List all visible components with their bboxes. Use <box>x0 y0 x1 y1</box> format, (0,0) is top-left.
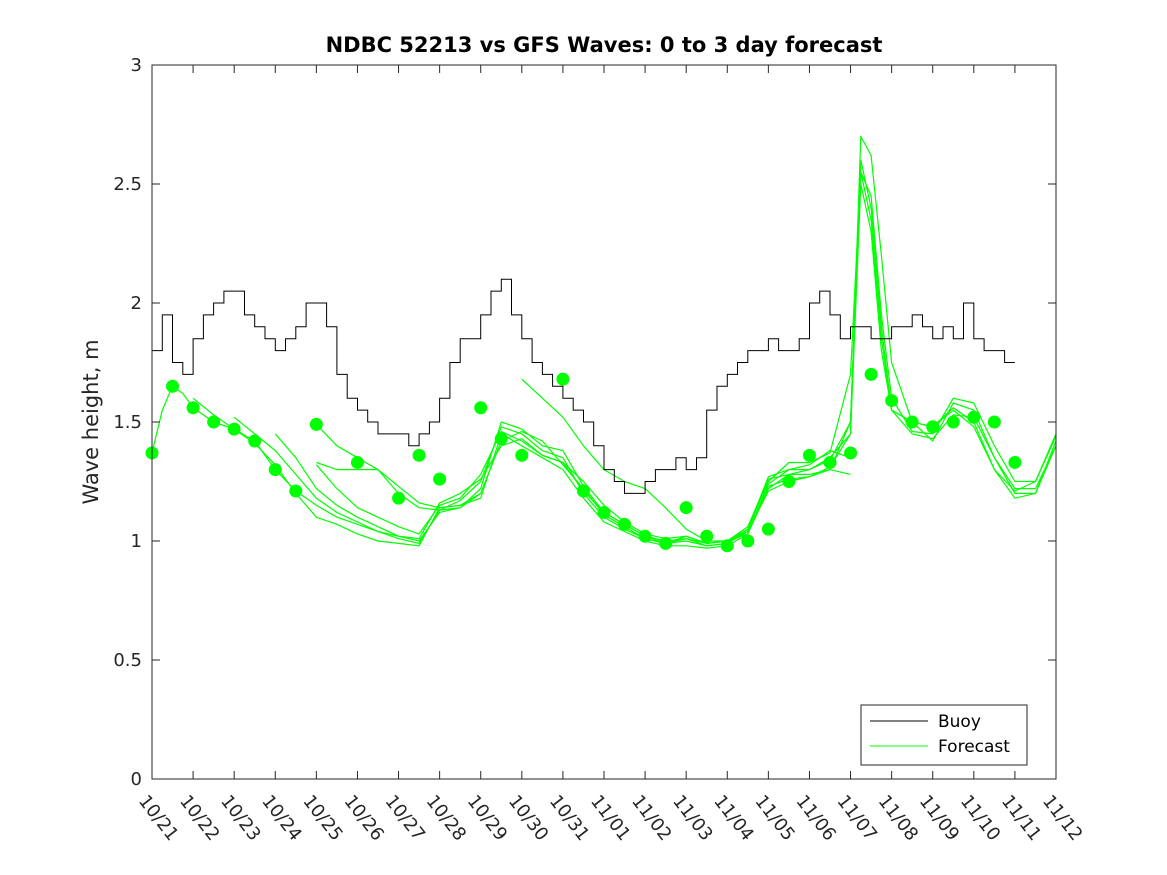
forecast-marker <box>618 517 632 531</box>
forecast-markers-group <box>145 367 1022 553</box>
legend-box <box>860 704 1028 766</box>
forecast-marker <box>474 401 488 415</box>
forecast-marker <box>433 472 447 486</box>
plot-area <box>152 65 1056 779</box>
forecast-marker <box>802 448 816 462</box>
forecast-marker <box>289 484 303 498</box>
y-axis-label: Wave height, m <box>79 339 103 504</box>
forecast-marker <box>597 505 611 519</box>
forecast-marker <box>885 394 899 408</box>
forecast-marker <box>741 534 755 548</box>
legend: Buoy Forecast <box>860 704 1028 766</box>
forecast-marker <box>248 434 262 448</box>
forecast-marker <box>926 420 940 434</box>
y-tick-label: 1 <box>131 531 142 552</box>
forecast-marker <box>823 455 837 469</box>
forecast-marker <box>844 446 858 460</box>
forecast-marker <box>967 410 981 424</box>
y-tick-label: 2 <box>131 293 142 314</box>
forecast-marker <box>905 415 919 429</box>
forecast-marker <box>350 455 364 469</box>
forecast-marker <box>412 448 426 462</box>
forecast-marker <box>946 415 960 429</box>
forecast-marker <box>576 484 590 498</box>
forecast-marker <box>556 372 570 386</box>
y-tick-label: 3 <box>131 55 142 76</box>
forecast-marker <box>1008 455 1022 469</box>
forecast-line <box>315 183 1057 544</box>
y-tick-label: 2.5 <box>113 174 142 195</box>
forecast-marker <box>679 501 693 515</box>
forecast-marker <box>268 463 282 477</box>
forecast-marker <box>392 491 406 505</box>
forecast-line <box>521 378 851 542</box>
y-axis-ticks: 0 0.5 1 1.5 2 2.5 3 <box>113 55 1056 790</box>
forecast-marker <box>309 417 323 431</box>
forecast-marker <box>720 539 734 553</box>
forecast-marker <box>659 536 673 550</box>
forecast-marker <box>700 529 714 543</box>
legend-buoy-label: Buoy <box>938 712 981 732</box>
y-tick-label: 0 <box>131 769 142 790</box>
forecast-marker <box>166 379 180 393</box>
forecast-marker <box>186 401 200 415</box>
forecast-marker <box>494 432 508 446</box>
forecast-marker <box>864 367 878 381</box>
forecast-marker <box>227 422 241 436</box>
forecast-marker <box>987 415 1001 429</box>
chart-title: NDBC 52213 vs GFS Waves: 0 to 3 day fore… <box>326 33 883 57</box>
forecast-marker <box>638 529 652 543</box>
buoy-series-group <box>152 278 1015 494</box>
forecast-marker <box>515 448 529 462</box>
y-tick-label: 1.5 <box>113 412 142 433</box>
forecast-marker <box>782 475 796 488</box>
legend-forecast-label: Forecast <box>938 737 1010 757</box>
forecast-marker <box>761 522 775 536</box>
buoy-line <box>152 278 1015 494</box>
forecast-marker <box>207 415 221 429</box>
y-tick-label: 0.5 <box>113 650 142 671</box>
